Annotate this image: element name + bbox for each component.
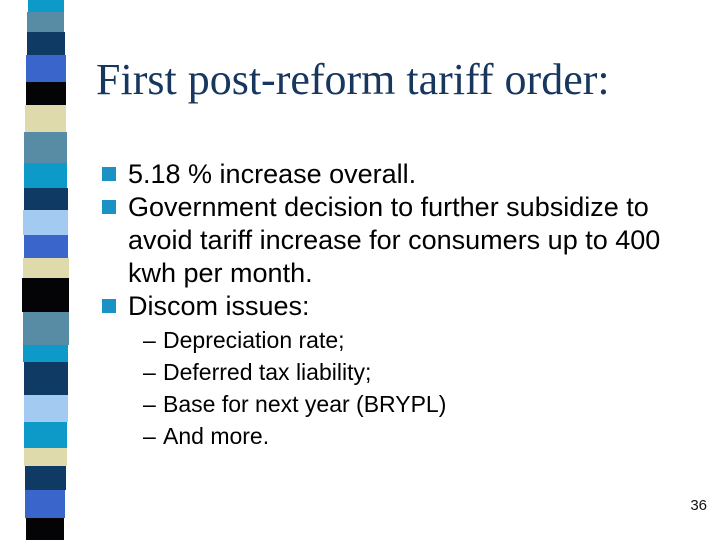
dash-bullet-icon: –	[143, 423, 156, 449]
ribbon-block	[24, 132, 67, 163]
square-bullet-icon	[102, 200, 116, 214]
ribbon-block	[24, 362, 68, 395]
ribbon-block	[23, 345, 68, 362]
ribbon-block	[23, 258, 69, 278]
decorative-ribbon	[22, 0, 74, 540]
sub-bullet-text: Base for next year (BRYPL)	[163, 391, 447, 417]
bullet-list: 5.18 % increase overall. Government deci…	[102, 158, 702, 452]
sub-bullet-item: – Depreciation rate;	[143, 324, 702, 356]
sub-bullet-item: – Deferred tax liability;	[143, 356, 702, 388]
ribbon-block	[25, 466, 66, 490]
page-number: 36	[690, 497, 707, 514]
ribbon-block	[24, 188, 68, 210]
ribbon-block	[25, 105, 66, 132]
sub-bullet-text: Deferred tax liability;	[163, 359, 372, 385]
bullet-text: Government decision to further subsidize…	[128, 192, 661, 288]
ribbon-block	[24, 163, 67, 188]
square-bullet-icon	[102, 299, 116, 313]
ribbon-block	[27, 12, 64, 32]
square-bullet-icon	[102, 167, 116, 181]
sub-bullet-text: And more.	[163, 423, 270, 449]
ribbon-block	[26, 518, 64, 540]
ribbon-block	[24, 235, 68, 258]
sub-bullet-item: – Base for next year (BRYPL)	[143, 388, 702, 420]
slide-title: First post-reform tariff order:	[96, 55, 610, 104]
ribbon-block	[26, 55, 66, 82]
ribbon-block	[24, 448, 67, 466]
ribbon-block	[28, 0, 64, 12]
sub-bullet-item: – And more.	[143, 420, 702, 452]
ribbon-block	[27, 32, 65, 55]
ribbon-block	[24, 395, 68, 422]
ribbon-block	[22, 278, 69, 312]
dash-bullet-icon: –	[143, 327, 156, 353]
bullet-text: Discom issues:	[128, 291, 310, 321]
sub-bullet-list: – Depreciation rate; – Deferred tax liab…	[143, 324, 702, 452]
ribbon-block	[24, 422, 67, 448]
bullet-text: 5.18 % increase overall.	[128, 159, 417, 189]
sub-bullet-text: Depreciation rate;	[163, 327, 345, 353]
ribbon-block	[26, 82, 66, 105]
dash-bullet-icon: –	[143, 359, 156, 385]
ribbon-block	[23, 210, 68, 235]
bullet-item: Discom issues:	[102, 290, 702, 323]
dash-bullet-icon: –	[143, 391, 156, 417]
bullet-item: Government decision to further subsidize…	[102, 191, 702, 290]
bullet-item: 5.18 % increase overall.	[102, 158, 702, 191]
ribbon-block	[23, 312, 69, 345]
ribbon-block	[25, 490, 65, 518]
